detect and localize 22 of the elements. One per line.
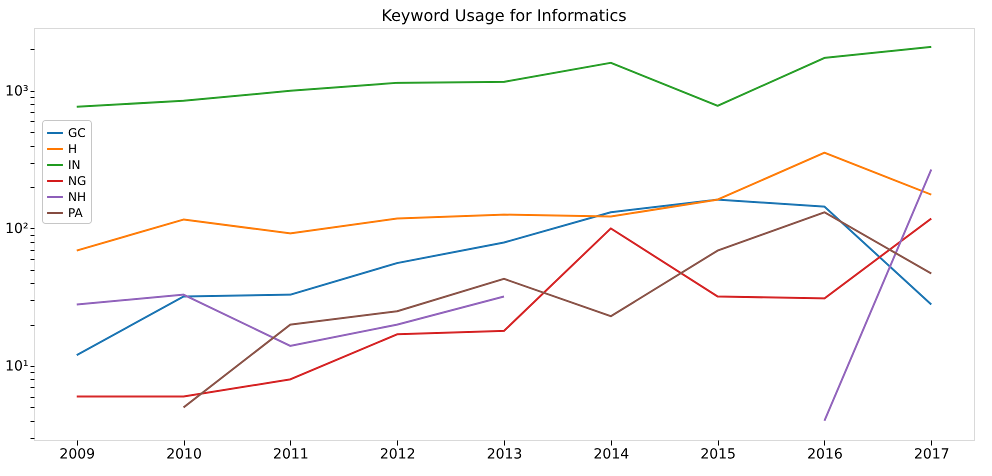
x-tick-label: 2011: [273, 446, 309, 462]
chart-title: Keyword Usage for Informatics: [381, 6, 627, 25]
x-tick-label: 2010: [166, 446, 202, 462]
x-tick-label: 2014: [594, 446, 630, 462]
y-tick-label: 10²: [5, 220, 28, 237]
x-tick-label: 2015: [700, 446, 736, 462]
legend-label: GC: [68, 126, 86, 140]
y-tick-label: 10³: [5, 83, 28, 100]
x-tick-label: 2016: [807, 446, 843, 462]
legend-label: PA: [68, 206, 84, 220]
x-tick-label: 2013: [486, 446, 522, 462]
legend-label: IN: [68, 158, 81, 172]
legend-label: NG: [68, 174, 86, 188]
line-series: [182, 211, 932, 408]
legend-label: H: [68, 142, 78, 156]
x-tick-label: 2012: [380, 446, 416, 462]
x-tick-label: 2017: [914, 446, 950, 462]
line-series: [76, 46, 932, 108]
line-series: [76, 218, 932, 398]
legend-label: NH: [68, 190, 86, 204]
y-tick-label: 10¹: [5, 358, 28, 375]
x-tick-label: 2009: [59, 446, 96, 462]
